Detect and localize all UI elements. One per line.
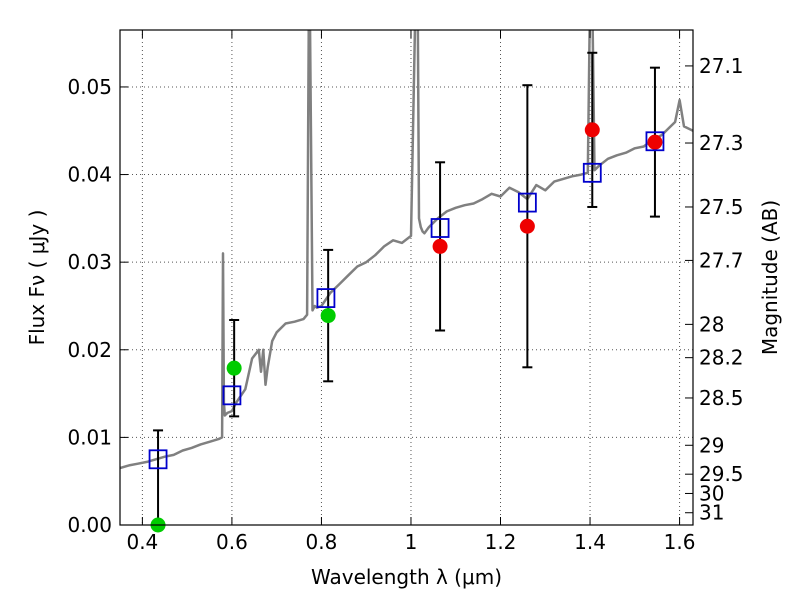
mag-tick-label: 28.5 xyxy=(699,386,744,410)
detection-point xyxy=(584,122,600,138)
detection-point xyxy=(226,360,242,376)
mag-tick-label: 27.7 xyxy=(699,248,744,272)
y-tick-label: 0.05 xyxy=(67,75,112,99)
data-points xyxy=(150,122,663,533)
mag-tick-label: 28.2 xyxy=(699,346,744,370)
model-square xyxy=(222,385,242,406)
grid xyxy=(120,30,693,526)
model-square xyxy=(316,288,336,308)
x-tick-label: 1.2 xyxy=(485,530,517,554)
y-tick-label: 0.02 xyxy=(67,338,112,362)
x-tick-label: 0.8 xyxy=(306,530,338,554)
x-tick-label: 0.6 xyxy=(216,530,248,554)
y-tick-label: 0.01 xyxy=(67,425,112,449)
detection-point xyxy=(519,218,535,234)
mag-tick-label: 31 xyxy=(699,501,724,525)
y-tick-label: 0.03 xyxy=(67,250,112,274)
detection-point xyxy=(320,308,336,324)
y-tick-label: 0.00 xyxy=(67,513,112,537)
detection-point xyxy=(432,238,448,254)
error-bars xyxy=(153,51,660,526)
model-square xyxy=(148,449,168,470)
model-square xyxy=(430,218,450,238)
y-ticks: 0.00 0.01 0.02 0.03 0.04 0.05 xyxy=(67,75,128,537)
y-axis-label: Flux Fν ( μJy ) xyxy=(25,210,49,346)
x-tick-label: 1.4 xyxy=(574,530,606,554)
y2-axis-label: Magnitude (AB) xyxy=(758,200,782,355)
mag-tick-label: 30 xyxy=(699,481,724,505)
sed-line xyxy=(120,30,693,470)
x-ticks: 0.4 0.6 0.8 1 1.2 1.4 1.6 xyxy=(126,30,695,554)
mag-tick-label: 27.3 xyxy=(699,131,744,155)
x-axis-label: Wavelength λ (μm) xyxy=(311,565,502,589)
plot-frame xyxy=(119,29,694,526)
mag-tick-label: 28 xyxy=(699,312,724,336)
model-square xyxy=(645,131,665,152)
mag-tick-label: 29 xyxy=(699,433,724,457)
mag-tick-label: 27.5 xyxy=(699,195,744,219)
model-square xyxy=(517,192,537,213)
x-tick-label: 1 xyxy=(405,530,418,554)
x-tick-label: 1.6 xyxy=(664,530,696,554)
model-fluxes xyxy=(148,131,665,470)
mag-tick-label: 27.1 xyxy=(699,54,744,78)
mag-tick-label: 29.5 xyxy=(699,462,744,486)
sed-spectrum xyxy=(120,30,693,470)
detection-point xyxy=(647,134,663,150)
y-tick-label: 0.04 xyxy=(67,163,112,187)
x-tick-label: 0.4 xyxy=(126,530,158,554)
model-square xyxy=(582,162,602,183)
